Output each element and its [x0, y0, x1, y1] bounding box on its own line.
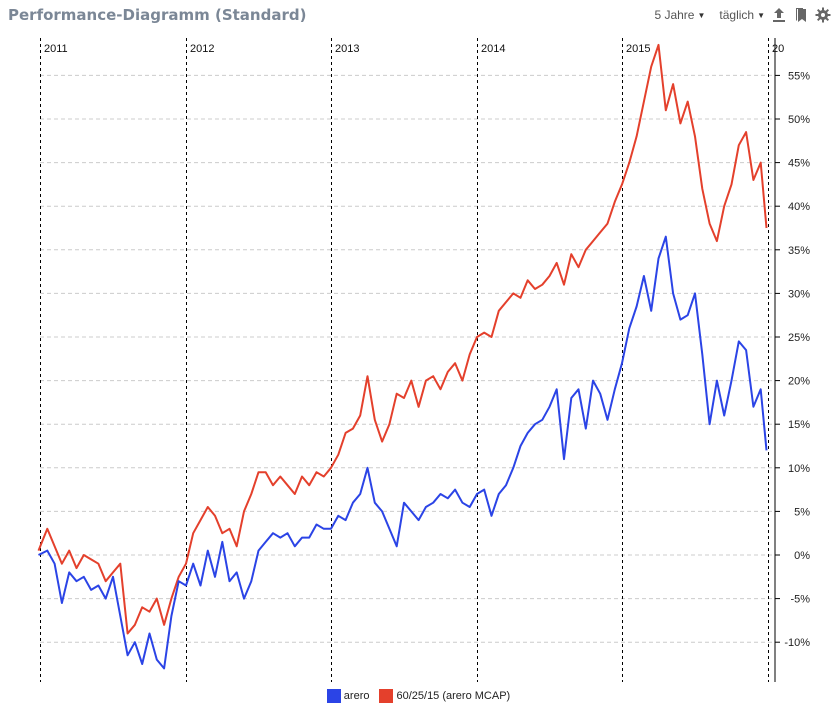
y-tick-label: 50%: [788, 114, 810, 126]
y-tick-label: 15%: [788, 419, 810, 431]
y-tick-label: 40%: [788, 201, 810, 213]
x-tick-label: 2013: [335, 43, 359, 55]
chart-title: Performance-Diagramm (Standard): [8, 6, 307, 24]
y-tick-label: 30%: [788, 288, 810, 300]
bookmark-icon[interactable]: [793, 6, 809, 24]
legend-item-mcap[interactable]: 60/25/15 (arero MCAP): [379, 689, 510, 703]
chevron-down-icon: ▼: [757, 10, 765, 20]
x-tick-label: 2012: [190, 43, 214, 55]
legend-item-arero[interactable]: arero: [326, 689, 370, 703]
y-tick-label: 0%: [794, 550, 810, 562]
y-tick-label: 55%: [788, 70, 810, 82]
legend-swatch-mcap: [379, 689, 394, 703]
y-tick-label: 45%: [788, 158, 810, 170]
period-label: 5 Jahre: [654, 8, 695, 22]
y-tick-label: 5%: [794, 506, 810, 518]
y-tick-label: 20%: [788, 376, 810, 388]
series-line-mcap: [37, 43, 768, 635]
chart-header: Performance-Diagramm (Standard) 5 Jahre …: [0, 0, 837, 32]
x-tick-label: 20: [772, 43, 784, 55]
legend-swatch-arero: [326, 689, 341, 703]
series-line-arero: [38, 235, 768, 670]
y-tick-label: 25%: [788, 332, 810, 344]
upload-icon[interactable]: [771, 6, 787, 24]
period-dropdown[interactable]: 5 Jahre ▼: [654, 8, 705, 22]
chart-legend: arero 60/25/15 (arero MCAP): [0, 689, 837, 703]
chevron-down-icon: ▼: [697, 10, 706, 20]
interval-label: täglich: [719, 8, 755, 22]
legend-label-mcap: 60/25/15 (arero MCAP): [396, 690, 511, 702]
x-tick-label: 2015: [626, 43, 650, 55]
x-tick-label: 2014: [481, 43, 505, 55]
interval-dropdown[interactable]: täglich ▼: [719, 8, 765, 22]
y-tick-label: -10%: [784, 637, 810, 649]
gear-icon[interactable]: [815, 6, 831, 24]
legend-label-arero: arero: [343, 690, 370, 702]
y-tick-label: 10%: [788, 463, 810, 475]
x-tick-label: 2011: [44, 43, 68, 55]
y-tick-label: 35%: [788, 245, 810, 257]
chart-controls: 5 Jahre ▼ täglich ▼: [646, 6, 831, 24]
y-tick-label: -5%: [790, 594, 810, 606]
